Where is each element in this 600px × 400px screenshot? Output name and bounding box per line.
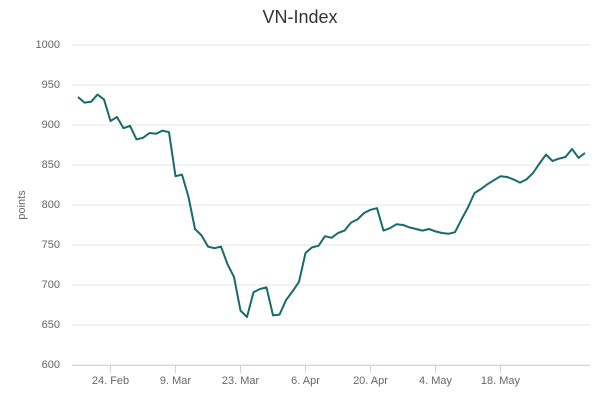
line-series [77,93,586,318]
y-tick-label: 650 [42,319,60,331]
y-tick-label: 800 [42,199,60,211]
x-tick-label: 24. Feb [92,375,129,387]
y-tick-label: 700 [42,279,60,291]
x-tick-label: 6. Apr [291,375,320,387]
x-tick-label: 4. May [419,375,453,387]
x-tick-label: 23. Mar [222,375,260,387]
chart-title: VN-Index [262,7,337,27]
y-tick-label: 750 [42,239,60,251]
y-tick-label: 600 [42,359,60,371]
x-tick-label: 20. Apr [353,375,388,387]
y-tick-label: 1000 [36,39,60,51]
x-tick-label: 9. Mar [160,375,192,387]
x-tick-label: 18. May [481,375,521,387]
y-tick-label: 950 [42,79,60,91]
y-tick-label: 850 [42,159,60,171]
y-tick-label: 900 [42,119,60,131]
y-axis-label: points [16,190,28,220]
